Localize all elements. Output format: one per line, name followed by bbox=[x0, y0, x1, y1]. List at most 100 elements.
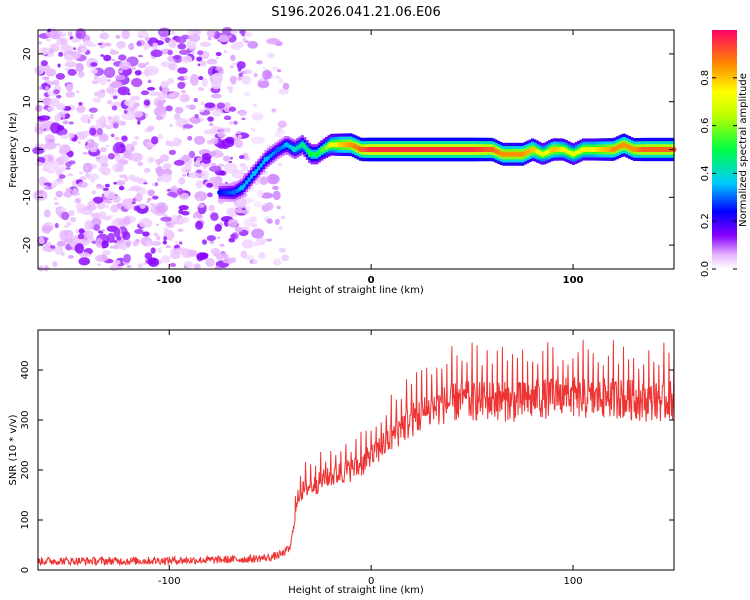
noise-blob bbox=[187, 249, 198, 257]
track-cell bbox=[412, 146, 416, 153]
noise-blob bbox=[76, 207, 84, 214]
noise-blob bbox=[125, 241, 131, 248]
noise-blob bbox=[183, 75, 189, 81]
noise-blob bbox=[47, 155, 53, 162]
track-cell bbox=[574, 150, 578, 156]
noise-blob bbox=[103, 66, 116, 78]
noise-blob bbox=[210, 93, 222, 99]
noise-blob bbox=[195, 220, 204, 230]
noise-blob bbox=[149, 203, 155, 206]
noise-blob bbox=[96, 263, 102, 266]
track-cell bbox=[482, 146, 486, 153]
noise-blob bbox=[79, 176, 87, 181]
noise-blob bbox=[121, 112, 136, 121]
noise-blob bbox=[209, 165, 222, 173]
noise-blob bbox=[129, 95, 141, 101]
noise-blob bbox=[179, 93, 190, 103]
noise-blob bbox=[143, 167, 151, 173]
noise-blob bbox=[188, 150, 196, 159]
noise-blob bbox=[272, 185, 279, 190]
noise-blob bbox=[125, 143, 135, 153]
track-point bbox=[348, 142, 354, 148]
noise-blob bbox=[123, 202, 134, 210]
track-cell bbox=[494, 148, 498, 154]
track-cell bbox=[397, 146, 401, 153]
noise-blob bbox=[200, 41, 211, 47]
noise-blob bbox=[200, 101, 206, 106]
track-point bbox=[590, 146, 596, 153]
noise-blob bbox=[52, 33, 61, 40]
noise-blob bbox=[42, 76, 50, 80]
track-cell bbox=[538, 150, 542, 156]
noise-blob bbox=[189, 73, 199, 86]
noise-blob bbox=[177, 81, 186, 89]
track-point bbox=[388, 146, 394, 153]
noise-blob bbox=[228, 106, 237, 112]
track-cell bbox=[523, 150, 527, 156]
track-cell bbox=[526, 149, 530, 155]
noise-blob bbox=[137, 62, 147, 69]
noise-blob bbox=[239, 110, 247, 117]
noise-blob bbox=[250, 127, 256, 132]
noise-blob bbox=[278, 77, 283, 84]
noise-blob bbox=[165, 245, 172, 249]
noise-blob bbox=[236, 130, 242, 135]
noise-blob bbox=[155, 115, 163, 121]
colorbar-tick-label: 0.2 bbox=[700, 213, 711, 229]
noise-blob bbox=[195, 180, 204, 189]
noise-blob bbox=[74, 243, 85, 254]
noise-blob bbox=[169, 31, 176, 35]
noise-blob bbox=[252, 259, 258, 265]
noise-blob bbox=[177, 67, 188, 74]
noise-blob bbox=[163, 214, 168, 217]
noise-blob bbox=[82, 130, 90, 137]
noise-blob bbox=[232, 134, 238, 139]
noise-blob bbox=[134, 228, 144, 235]
noise-blob bbox=[33, 189, 48, 201]
noise-blob bbox=[113, 95, 118, 100]
noise-blob bbox=[224, 50, 227, 53]
track-cell bbox=[438, 146, 442, 153]
noise-blob bbox=[211, 79, 222, 90]
noise-blob bbox=[218, 34, 229, 42]
noise-blob bbox=[116, 266, 123, 270]
track-point bbox=[368, 146, 374, 153]
noise-blob bbox=[265, 202, 274, 211]
snr-x-ticks: -100 0 100 bbox=[158, 330, 583, 587]
noise-blob bbox=[122, 216, 131, 225]
noise-blob bbox=[116, 163, 125, 173]
track-cell bbox=[419, 146, 423, 153]
noise-blob bbox=[182, 124, 194, 129]
noise-blob bbox=[230, 42, 243, 51]
track-cell bbox=[378, 146, 382, 153]
track-cell bbox=[303, 144, 307, 150]
noise-blob bbox=[137, 263, 144, 269]
noise-blob bbox=[188, 33, 201, 43]
track-point bbox=[328, 142, 334, 148]
noise-blob bbox=[147, 156, 155, 163]
track-cell bbox=[325, 145, 329, 150]
noise-blob bbox=[250, 136, 265, 145]
track-cell bbox=[405, 146, 409, 153]
noise-blob bbox=[266, 218, 273, 224]
noise-blob bbox=[58, 51, 64, 57]
noise-blob bbox=[252, 112, 260, 116]
noise-blob bbox=[234, 226, 243, 233]
noise-blob bbox=[91, 190, 97, 195]
track-cell bbox=[618, 144, 622, 150]
noise-blob bbox=[278, 88, 289, 95]
noise-blob bbox=[195, 160, 201, 165]
noise-blob bbox=[34, 104, 43, 112]
noise-blob bbox=[114, 136, 120, 141]
noise-blob bbox=[197, 87, 205, 91]
noise-blob bbox=[206, 58, 218, 65]
noise-blob bbox=[75, 62, 84, 72]
noise-blob bbox=[92, 196, 104, 204]
track-cell bbox=[235, 188, 239, 193]
noise-blob bbox=[150, 49, 163, 58]
noise-blob bbox=[144, 70, 150, 77]
y-tick-label: -20 bbox=[22, 237, 33, 253]
noise-blob bbox=[111, 105, 118, 111]
noise-blob bbox=[199, 108, 205, 113]
